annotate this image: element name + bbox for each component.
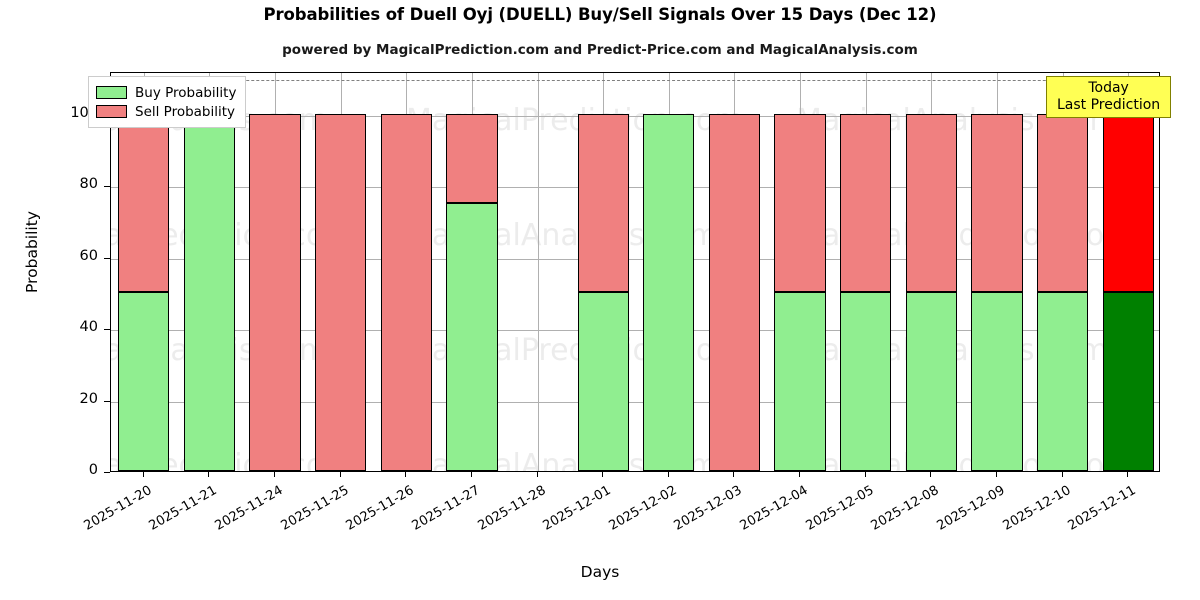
y-tick-label: 0: [88, 462, 98, 478]
gridline-horizontal: [111, 187, 1159, 189]
x-tick-mark: [668, 472, 669, 477]
legend-item-sell: Sell Probability: [96, 102, 236, 121]
x-axis-label: Days: [580, 563, 620, 581]
bar-segment-buy[interactable]: [905, 292, 957, 471]
bar-group[interactable]: [183, 73, 236, 471]
legend-label-buy: Buy Probability: [135, 84, 237, 101]
bar-group[interactable]: [446, 73, 498, 471]
x-tick-mark: [208, 472, 209, 477]
bar-group[interactable]: [380, 73, 432, 471]
y-tick-mark: [104, 329, 110, 331]
bar-segment-buy[interactable]: [774, 292, 826, 471]
bar-segment-buy[interactable]: [118, 292, 170, 471]
x-tick-mark: [405, 472, 406, 477]
bar-group[interactable]: [971, 73, 1023, 471]
bar-segment-buy[interactable]: [840, 292, 892, 471]
bar-segment-buy[interactable]: [446, 203, 498, 471]
x-tick-mark: [602, 472, 603, 477]
y-tick-label: 80: [79, 176, 98, 193]
gridline-horizontal: [111, 401, 1159, 403]
bar-segment-sell[interactable]: [1102, 113, 1154, 293]
x-tick-mark: [733, 472, 734, 477]
bar-segment-sell[interactable]: [1036, 113, 1089, 293]
bar-group[interactable]: [1102, 73, 1154, 471]
bar-segment-sell[interactable]: [971, 113, 1023, 293]
gridline-horizontal: [111, 115, 1159, 117]
bar-segment-sell[interactable]: [380, 113, 432, 471]
legend-swatch-buy: [96, 86, 127, 99]
x-tick-mark: [799, 472, 800, 477]
bar-segment-buy[interactable]: [643, 113, 695, 471]
x-tick-mark: [274, 472, 275, 477]
bar-segment-sell[interactable]: [840, 113, 892, 293]
bar-group[interactable]: [840, 73, 892, 471]
legend-item-buy: Buy Probability: [96, 83, 236, 102]
bar-segment-buy[interactable]: [1102, 292, 1154, 471]
today-annotation-line1: Today: [1088, 80, 1129, 96]
legend-label-sell: Sell Probability: [135, 103, 236, 120]
bar-group[interactable]: [249, 73, 301, 471]
bar-segment-buy[interactable]: [1036, 292, 1089, 471]
x-tick-mark: [340, 472, 341, 477]
gridline-horizontal: [111, 258, 1159, 260]
y-tick-mark: [104, 472, 110, 473]
x-tick-mark: [537, 472, 538, 477]
y-tick-mark: [104, 400, 110, 402]
bar-segment-sell[interactable]: [315, 113, 367, 471]
bar-group[interactable]: [774, 73, 826, 471]
y-tick-label: 20: [79, 390, 98, 407]
bar-segment-sell[interactable]: [774, 113, 826, 293]
bar-segment-sell[interactable]: [118, 113, 170, 293]
bar-segment-buy[interactable]: [577, 292, 629, 471]
x-tick-mark: [471, 472, 472, 477]
y-tick-mark: [104, 257, 110, 259]
bar-segment-sell[interactable]: [708, 113, 761, 471]
bar-group[interactable]: [118, 73, 170, 471]
y-axis-label: Probability: [23, 211, 41, 293]
x-tick-mark: [1062, 472, 1063, 477]
x-tick-mark: [143, 472, 144, 477]
today-annotation: Today Last Prediction: [1046, 76, 1172, 119]
y-tick-mark: [104, 186, 110, 188]
y-tick-label: 40: [79, 319, 98, 336]
x-tick-mark: [1127, 472, 1128, 477]
bar-segment-sell[interactable]: [446, 113, 498, 204]
bar-segment-sell[interactable]: [249, 113, 301, 471]
gridline-horizontal: [111, 330, 1159, 332]
chart-title: Probabilities of Duell Oyj (DUELL) Buy/S…: [263, 5, 937, 24]
bar-group[interactable]: [643, 73, 695, 471]
bar-segment-buy[interactable]: [183, 113, 236, 471]
gridline-vertical: [538, 73, 539, 471]
bar-segment-sell[interactable]: [577, 113, 629, 293]
y-tick-label: 60: [79, 247, 98, 264]
x-tick-mark: [865, 472, 866, 477]
bar-segment-sell[interactable]: [905, 113, 957, 293]
x-tick-mark: [930, 472, 931, 477]
bar-group[interactable]: [905, 73, 957, 471]
plot-area: MagicalAnalysis.comMagicalPrediction.com…: [110, 72, 1160, 472]
bar-group[interactable]: [708, 73, 761, 471]
bar-segment-buy[interactable]: [971, 292, 1023, 471]
reference-line-110: [111, 80, 1159, 82]
bar-group[interactable]: [577, 73, 629, 471]
bar-group[interactable]: [315, 73, 367, 471]
x-tick-mark: [996, 472, 997, 477]
chart-legend: Buy Probability Sell Probability: [88, 76, 247, 128]
today-annotation-line2: Last Prediction: [1057, 96, 1161, 113]
chart-subtitle: powered by MagicalPrediction.com and Pre…: [282, 42, 918, 58]
legend-swatch-sell: [96, 105, 127, 118]
bar-group[interactable]: [1036, 73, 1089, 471]
